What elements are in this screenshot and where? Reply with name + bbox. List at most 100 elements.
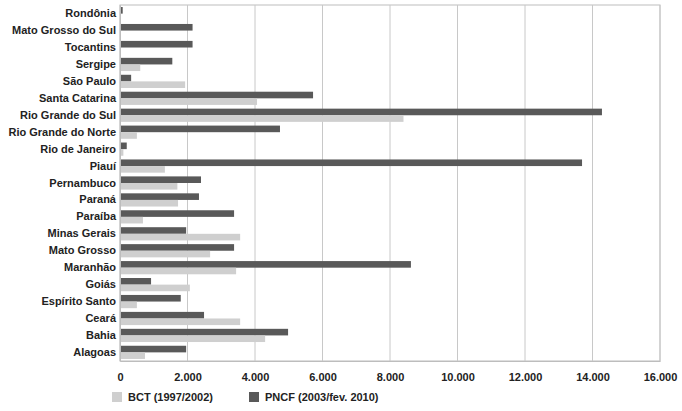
bar bbox=[120, 176, 201, 183]
tick: Paraná bbox=[79, 193, 120, 205]
bar bbox=[120, 217, 143, 224]
category-label: Rio de Janeiro bbox=[40, 143, 116, 155]
bar bbox=[120, 58, 172, 65]
bar bbox=[120, 335, 265, 342]
bar bbox=[120, 285, 190, 292]
tick: 16.000 bbox=[644, 361, 678, 383]
tick: Mato Grosso bbox=[49, 244, 120, 256]
tick: Espírito Santo bbox=[41, 295, 120, 307]
tick: Alagoas bbox=[73, 346, 120, 358]
bars bbox=[120, 7, 602, 359]
bar bbox=[120, 312, 204, 319]
bar bbox=[120, 115, 404, 122]
tick: 14.000 bbox=[576, 361, 610, 383]
bar bbox=[120, 98, 257, 105]
bar bbox=[120, 166, 165, 173]
tick: Tocantins bbox=[65, 41, 120, 53]
category-label: Rondônia bbox=[65, 7, 117, 19]
category-label: Mato Grosso do Sul bbox=[12, 24, 116, 36]
tick: Rondônia bbox=[65, 7, 120, 19]
bar bbox=[120, 352, 145, 359]
category-label: Rio Grande do Sul bbox=[20, 109, 116, 121]
legend-swatch bbox=[249, 392, 259, 402]
tick: Bahia bbox=[86, 329, 120, 341]
tick: Rio Grande do Sul bbox=[20, 109, 120, 121]
category-label: Piauí bbox=[90, 160, 117, 172]
tick: São Paulo bbox=[63, 75, 120, 87]
bar bbox=[120, 244, 234, 251]
tick: Rio Grande do Norte bbox=[8, 126, 120, 138]
category-label: São Paulo bbox=[63, 75, 116, 87]
tick: 0 bbox=[117, 361, 123, 383]
tick-label: 16.000 bbox=[644, 371, 678, 383]
tick: Goiás bbox=[85, 278, 120, 290]
category-label: Alagoas bbox=[73, 346, 116, 358]
bar bbox=[120, 261, 411, 268]
bar bbox=[120, 109, 602, 116]
tick-label: 0 bbox=[117, 371, 123, 383]
plot-frame bbox=[120, 5, 660, 361]
bar bbox=[120, 132, 137, 139]
bar bbox=[120, 75, 131, 82]
tick: Ceará bbox=[85, 312, 120, 324]
grid-line bbox=[592, 5, 593, 361]
bar bbox=[120, 329, 288, 336]
tick: Sergipe bbox=[76, 58, 120, 70]
x-axis-line bbox=[121, 361, 661, 362]
series bbox=[120, 64, 404, 359]
tick: 4.000 bbox=[242, 361, 270, 383]
tick: Piauí bbox=[90, 160, 120, 172]
tick-label: 4.000 bbox=[242, 371, 270, 383]
tick: 12.000 bbox=[509, 361, 543, 383]
series bbox=[120, 7, 602, 352]
x-axis: 0 2.000 4.000 6.000 8.000 10.000 12.000 14.000 1… bbox=[117, 361, 677, 383]
legend-swatch bbox=[112, 392, 122, 402]
bar bbox=[120, 200, 178, 207]
bar bbox=[120, 92, 313, 99]
category-label: Sergipe bbox=[76, 58, 116, 70]
grid-line bbox=[525, 5, 526, 361]
bar bbox=[120, 302, 137, 309]
bar bbox=[120, 183, 177, 190]
tick: Rio de Janeiro bbox=[40, 143, 120, 155]
category-label: Santa Catarina bbox=[39, 92, 117, 104]
grid-line bbox=[457, 5, 458, 361]
tick: Maranhão bbox=[64, 261, 120, 273]
category-label: Ceará bbox=[85, 312, 116, 324]
category-label: Bahia bbox=[86, 329, 117, 341]
tick-label: 2.000 bbox=[174, 371, 202, 383]
tick-label: 10.000 bbox=[441, 371, 475, 383]
bar bbox=[120, 268, 236, 275]
category-label: Rio Grande do Norte bbox=[8, 126, 116, 138]
bar bbox=[120, 295, 181, 302]
bar bbox=[120, 24, 193, 31]
bar bbox=[120, 346, 186, 353]
grid bbox=[120, 5, 660, 361]
y-axis: Rondônia Mato Grosso do Sul Tocantins Sergi… bbox=[8, 6, 120, 362]
plot: 0 2.000 4.000 6.000 8.000 10.000 12.000 14.000 1… bbox=[8, 5, 677, 383]
tick: 6.000 bbox=[309, 361, 337, 383]
tick: Paraíba bbox=[76, 210, 120, 222]
grid-line bbox=[120, 5, 121, 361]
tick: Santa Catarina bbox=[39, 92, 120, 104]
y-axis-line bbox=[120, 6, 121, 362]
chart: 0 2.000 4.000 6.000 8.000 10.000 12.000 14.000 1… bbox=[0, 0, 682, 411]
tick-label: 8.000 bbox=[377, 371, 405, 383]
tick: Pernambuco bbox=[49, 177, 120, 189]
bar bbox=[120, 143, 127, 150]
category-label: Pernambuco bbox=[49, 177, 116, 189]
bar bbox=[120, 126, 280, 133]
category-label: Goiás bbox=[85, 278, 116, 290]
tick: 10.000 bbox=[441, 361, 475, 383]
bar bbox=[120, 234, 240, 241]
grid-line bbox=[390, 5, 391, 361]
category-label: Espírito Santo bbox=[41, 295, 116, 307]
category-label: Paraná bbox=[79, 193, 117, 205]
legend-item: BCT (1997/2002) bbox=[112, 391, 213, 403]
bar bbox=[120, 193, 199, 200]
bar bbox=[120, 81, 185, 88]
bar bbox=[120, 159, 582, 166]
tick: Mato Grosso do Sul bbox=[12, 24, 120, 36]
tick: 2.000 bbox=[174, 361, 202, 383]
bar bbox=[120, 278, 151, 285]
